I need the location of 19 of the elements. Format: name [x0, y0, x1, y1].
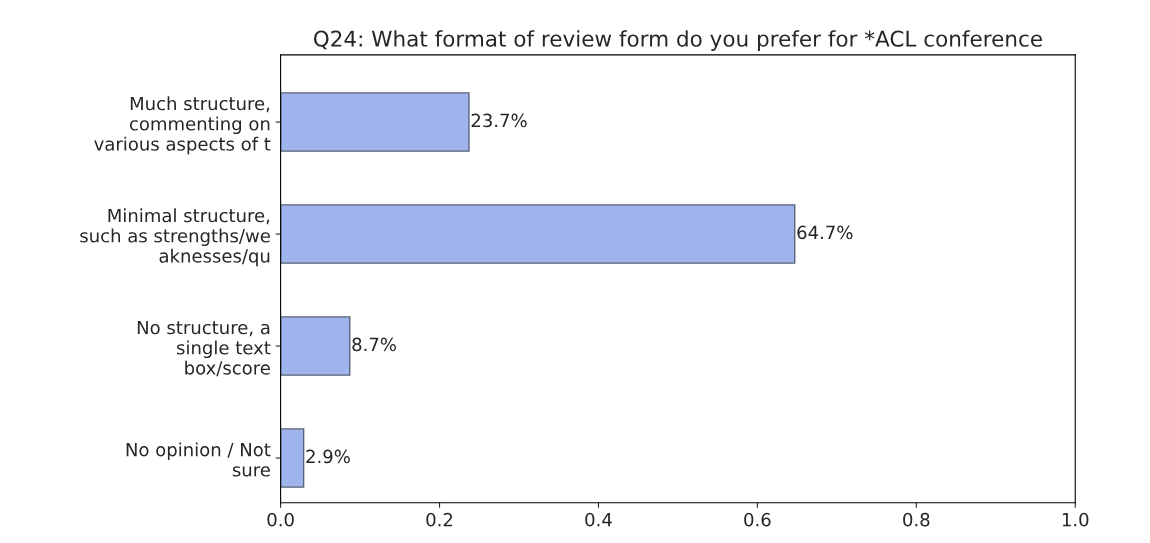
y-tick-label: No opinion / Not sure [126, 442, 271, 477]
x-tick-label: 0.4 [585, 512, 612, 527]
bar [280, 92, 470, 152]
x-tick-label: 0.2 [426, 512, 453, 527]
x-tick-label: 0.8 [903, 512, 930, 527]
y-tick-label: Much structure, commenting on various aspects of t [94, 96, 271, 155]
bar [280, 428, 305, 488]
data-label: 64.7% [797, 225, 853, 240]
y-tick-label: Minimal structure, such as strengths/we aknesses/qu [80, 208, 270, 267]
chart-title: Q24: What format of review form do you prefer for *ACL conference [313, 30, 1042, 51]
bar [280, 316, 351, 376]
x-tick-label: 1.0 [1062, 512, 1089, 527]
data-label: 2.9% [306, 449, 350, 464]
y-tick-label: No structure, a single text box/score [137, 320, 271, 377]
x-tick-label: 0.0 [267, 512, 294, 527]
bar [280, 204, 796, 264]
data-label: 8.7% [352, 337, 396, 352]
data-label: 23.7% [471, 113, 527, 128]
x-tick-label: 0.6 [744, 512, 771, 527]
